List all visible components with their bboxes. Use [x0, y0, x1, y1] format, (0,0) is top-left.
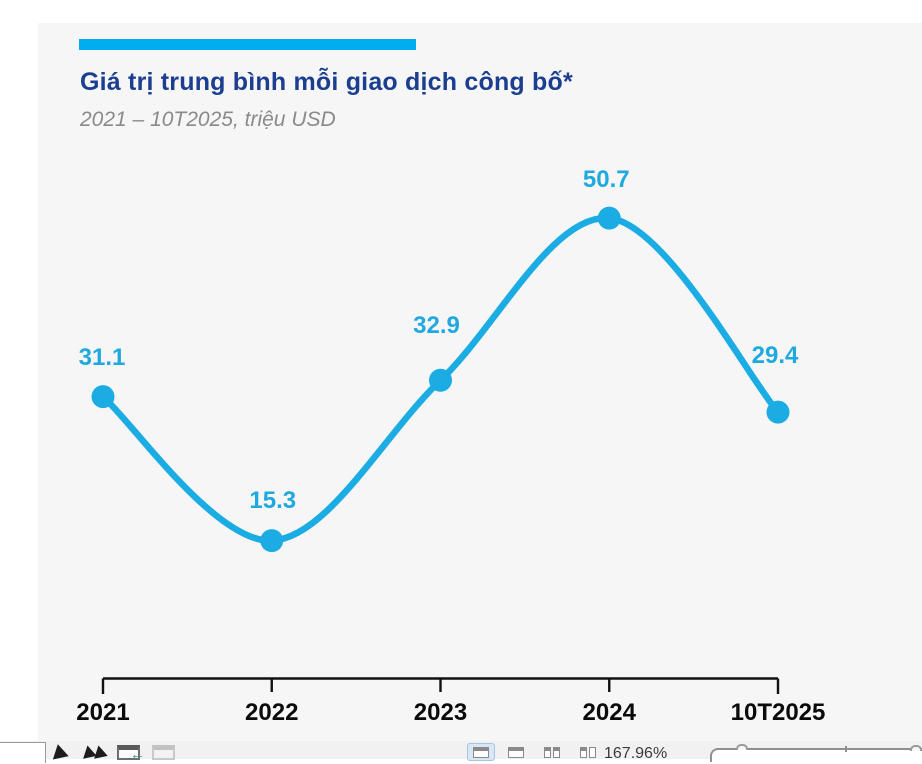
data-point-10T2025 — [766, 400, 790, 424]
slider-tick — [845, 746, 847, 752]
view-normal-icon — [473, 746, 489, 758]
view-reading-icon — [580, 746, 587, 758]
x-axis — [101, 677, 780, 694]
view-slide-sorter-button[interactable] — [538, 743, 566, 761]
slider-thumb[interactable] — [736, 744, 748, 750]
axis-label-2021: 2021 — [76, 699, 130, 726]
axis-label-2023: 2023 — [413, 699, 468, 726]
data-point-2022 — [260, 529, 284, 553]
view-reading-icon — [589, 746, 596, 758]
green-arrow-icon: ← — [130, 746, 145, 763]
statusbar-corner-box[interactable] — [0, 742, 46, 763]
view-slide-sorter-icon — [553, 746, 560, 758]
content-panel — [38, 23, 922, 741]
zoom-slider[interactable] — [710, 746, 922, 762]
axis-label-2022: 2022 — [245, 699, 299, 726]
data-label-2022: 15.3 — [249, 486, 297, 514]
data-label-2024: 50.7 — [582, 166, 630, 194]
data-point-2023 — [429, 368, 452, 392]
slider-end-mark — [910, 745, 922, 751]
view-reading-button[interactable] — [574, 743, 602, 761]
fast-forward-icon[interactable] — [94, 745, 110, 763]
zoom-level: 167.96% — [604, 745, 668, 762]
data-label-2023: 32.9 — [413, 312, 460, 340]
data-label-2021: 31.1 — [78, 343, 126, 371]
play-icon[interactable] — [52, 744, 72, 764]
chart-title: Giá trị trung bình mỗi giao dịch công bố… — [80, 68, 573, 96]
data-point-2021 — [91, 385, 115, 409]
view-outline-icon — [508, 746, 524, 758]
axis-label-10T2025: 10T2025 — [730, 699, 826, 726]
view-slide-sorter-icon — [544, 746, 551, 758]
status-bar — [0, 741, 922, 759]
axis-label-2024: 2024 — [582, 699, 636, 726]
view-normal-button[interactable] — [467, 743, 495, 761]
window-disabled-icon — [152, 745, 175, 760]
view-outline-button[interactable] — [502, 743, 530, 761]
data-point-2024 — [597, 206, 621, 230]
chart-subtitle: 2021 – 10T2025, triệu USD — [80, 108, 336, 131]
accent-bar — [79, 39, 416, 50]
data-label-10T2025: 29.4 — [751, 342, 799, 370]
